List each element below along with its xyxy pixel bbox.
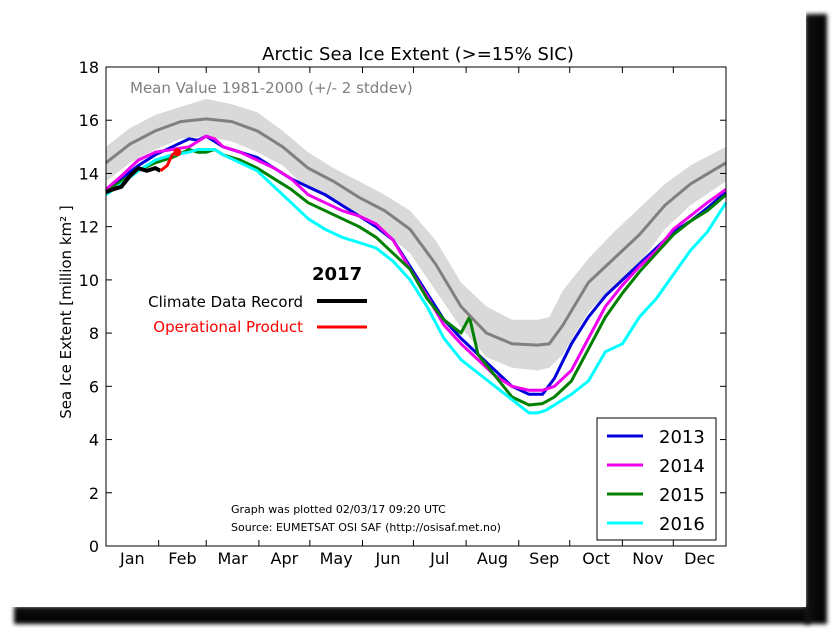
frame-shadow-right bbox=[805, 14, 827, 624]
x-tick-label-oct: Oct bbox=[582, 549, 610, 568]
y-tick-label: 2 bbox=[89, 484, 99, 503]
legend-label-2013: 2013 bbox=[659, 427, 705, 448]
plotted-note: Graph was plotted 02/03/17 09:20 UTC bbox=[231, 503, 446, 516]
series-line-2015 bbox=[105, 148, 727, 407]
series-line-climate-data-record bbox=[105, 165, 162, 194]
legend-label-2015: 2015 bbox=[659, 485, 705, 506]
x-tick-label-jun: Jun bbox=[374, 549, 400, 568]
y-tick-label: 16 bbox=[79, 111, 99, 130]
y-tick-label: 14 bbox=[79, 164, 99, 183]
x-tick-label-sep: Sep bbox=[529, 549, 559, 568]
x-tick-label-mar: Mar bbox=[217, 549, 248, 568]
x-tick-label-nov: Nov bbox=[632, 549, 663, 568]
legend-box bbox=[596, 417, 717, 541]
x-tick-label-dec: Dec bbox=[684, 549, 715, 568]
series-line-2014 bbox=[105, 134, 727, 392]
y-tick-label: 10 bbox=[79, 271, 99, 290]
latest-value-marker bbox=[173, 148, 182, 157]
y-tick-label: 0 bbox=[89, 537, 99, 556]
legend-label-2014: 2014 bbox=[659, 456, 705, 477]
legend-label-2016: 2016 bbox=[659, 514, 705, 535]
chart-title: Arctic Sea Ice Extent (>=15% SIC) bbox=[262, 44, 574, 65]
mean-annotation: Mean Value 1981-2000 (+/- 2 stddev) bbox=[130, 79, 413, 97]
y-tick-label: 12 bbox=[79, 218, 99, 237]
x-tick-label-feb: Feb bbox=[168, 549, 196, 568]
y-tick-label: 18 bbox=[79, 58, 99, 77]
x-tick-label-jul: Jul bbox=[429, 549, 449, 568]
x-tick-label-may: May bbox=[320, 549, 353, 568]
x-tick-label-jan: Jan bbox=[119, 549, 145, 568]
stddev-band bbox=[106, 98, 726, 371]
x-tick-label-apr: Apr bbox=[271, 549, 299, 568]
y-axis-label: Sea Ice Extent [million km² ] bbox=[57, 205, 75, 419]
frame-shadow-bottom bbox=[14, 606, 810, 624]
key-label-climate-data-record: Climate Data Record bbox=[148, 293, 303, 311]
mean-line bbox=[105, 117, 727, 347]
key-label-operational-product: Operational Product bbox=[153, 318, 303, 336]
y-tick-label: 6 bbox=[89, 377, 99, 396]
plot-frame bbox=[105, 66, 727, 547]
year-label: 2017 bbox=[312, 264, 362, 285]
x-tick-label-aug: Aug bbox=[477, 549, 508, 568]
y-tick-label: 8 bbox=[89, 324, 99, 343]
source-note: Source: EUMETSAT OSI SAF (http://osisaf.… bbox=[231, 521, 501, 534]
series-line-2016 bbox=[105, 148, 728, 415]
y-tick-label: 4 bbox=[89, 431, 99, 450]
